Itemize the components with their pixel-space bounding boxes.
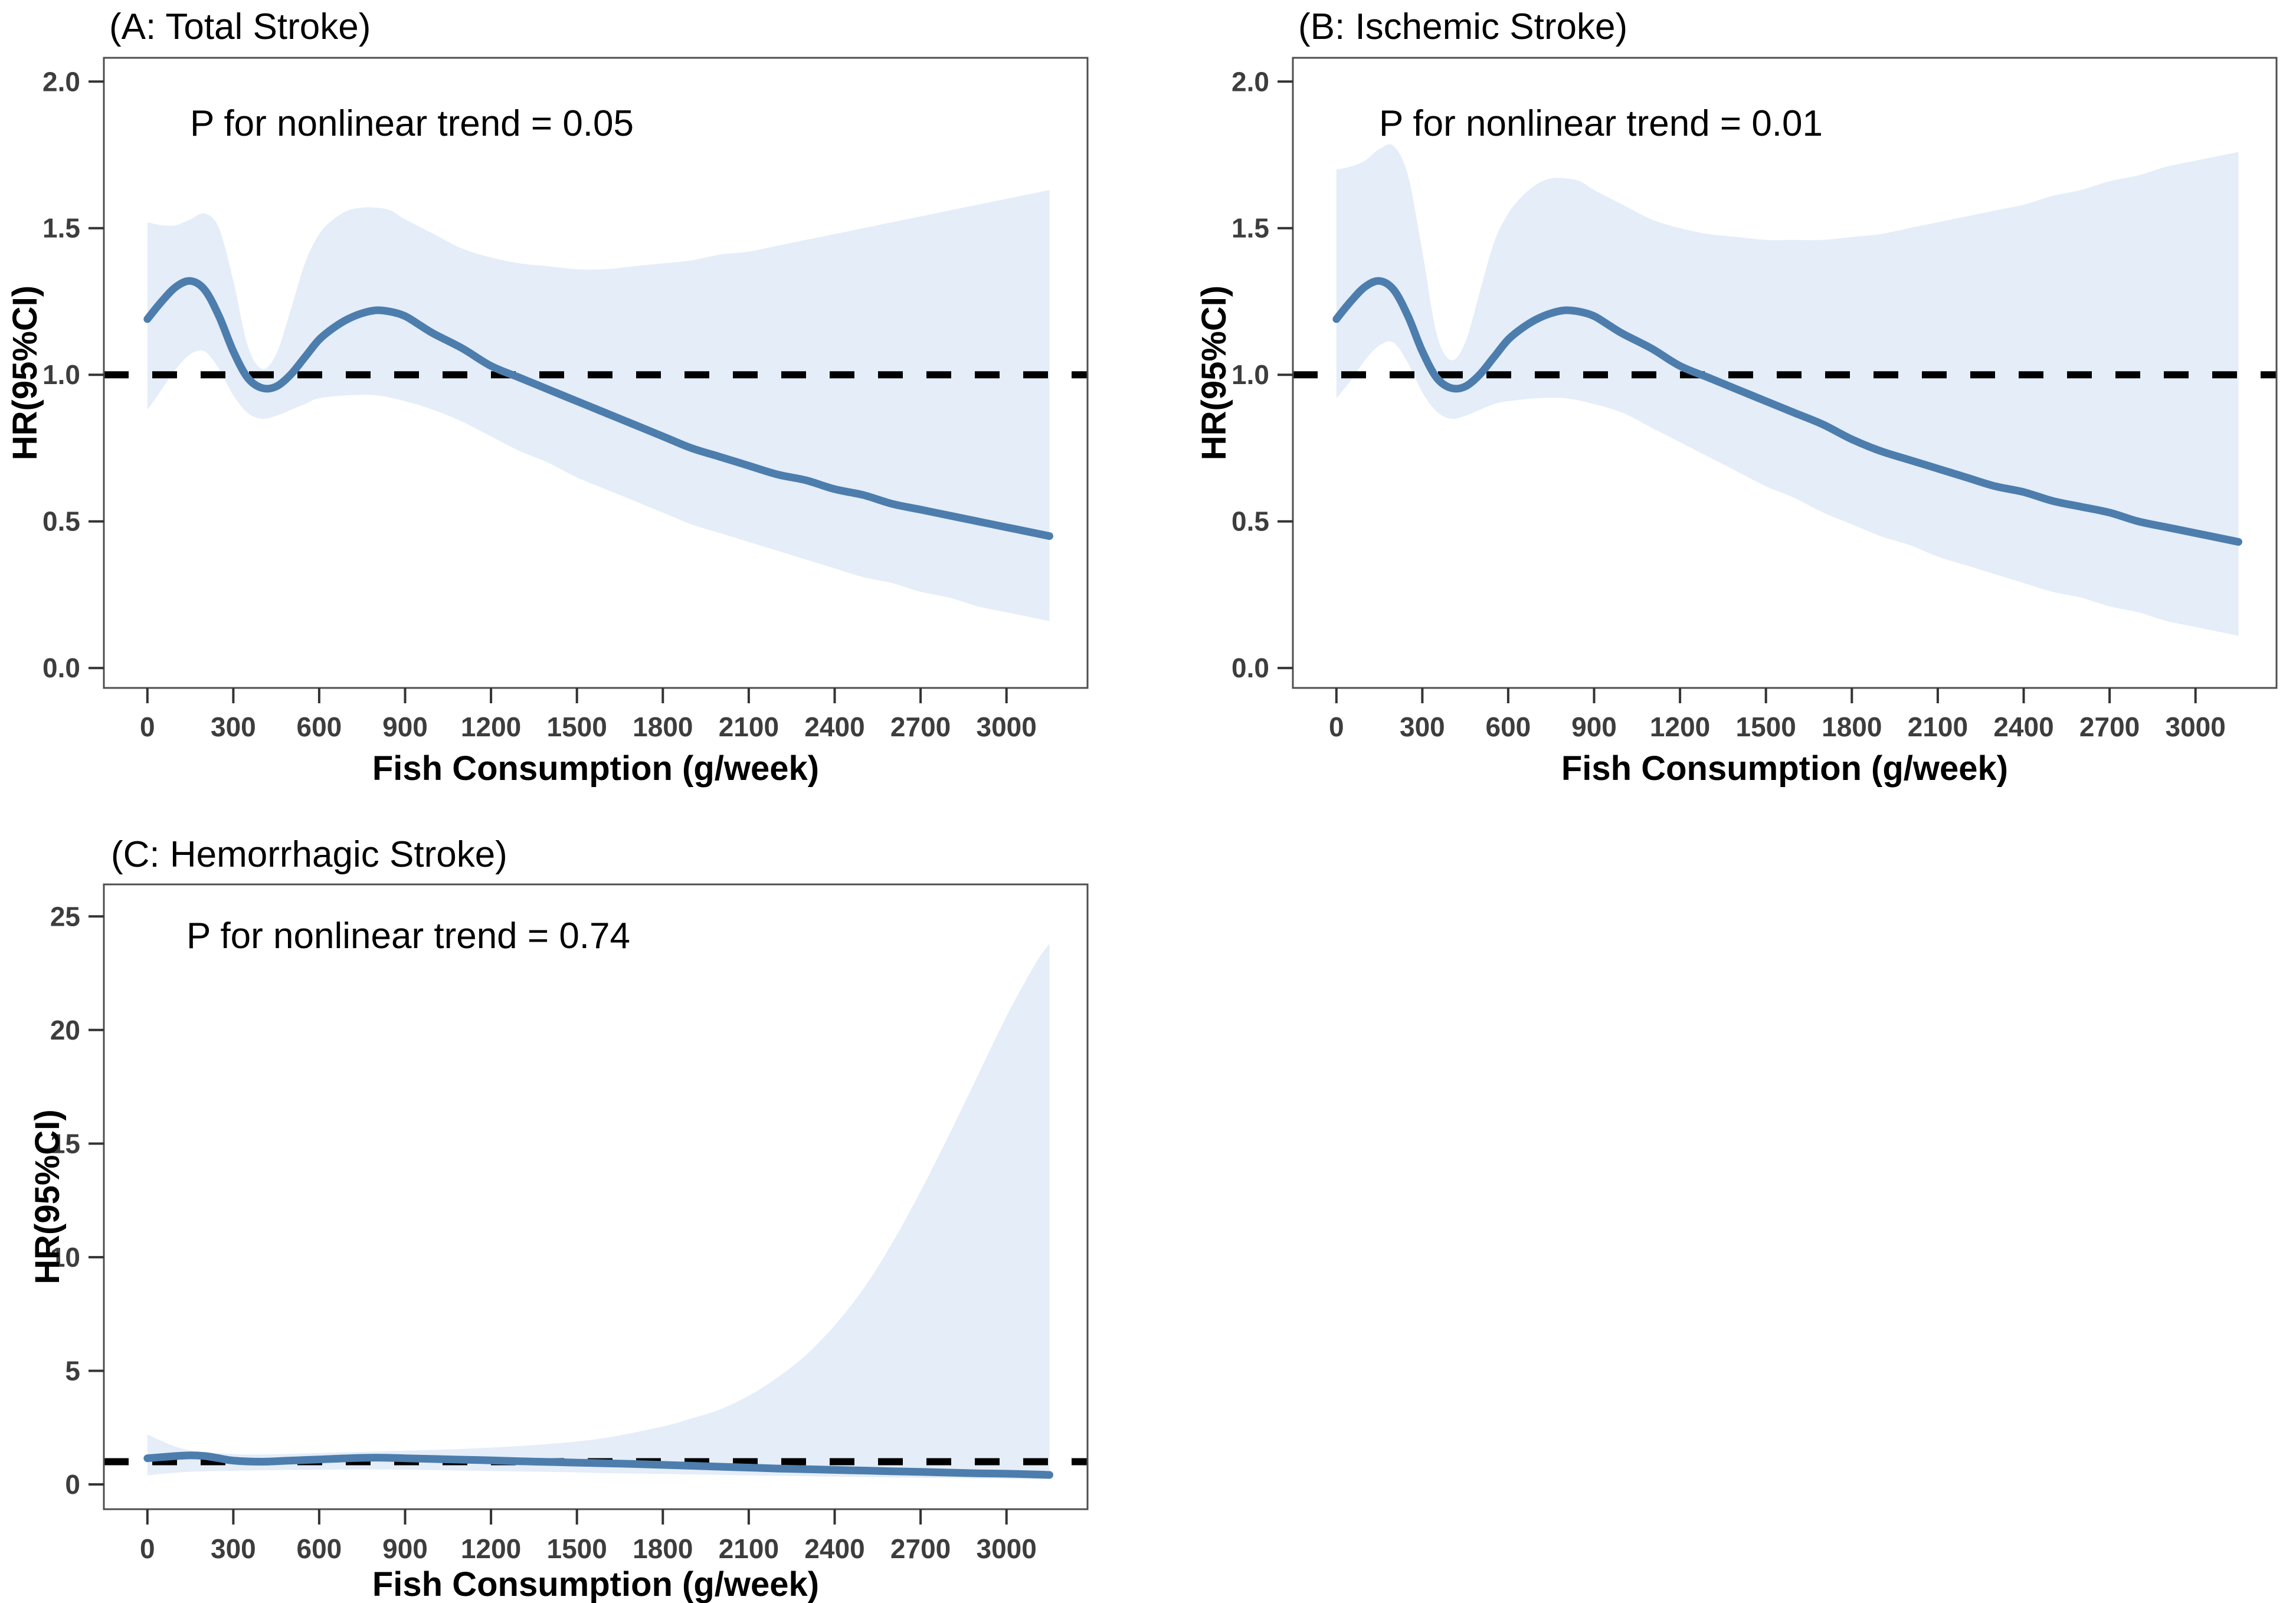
x-tick-label: 0 [1329,712,1344,742]
y-tick-label: 15 [50,1128,80,1159]
x-tick-label: 3000 [2166,712,2226,742]
y-tick-label: 20 [50,1015,80,1045]
x-tick-label: 600 [1486,712,1531,742]
x-tick-label: 3000 [977,712,1037,742]
x-axis: 0 300 600 900 1200 1500 1800 2100 2400 2700 3000 Fi… [140,1509,1037,1603]
x-tick-label: 300 [1400,712,1445,742]
y-axis: 2.0 1.5 1.0 0.5 0.0 HR(95%CI) [6,66,104,683]
x-axis: 0 300 600 900 1200 1500 1800 2100 2400 2700 3000 Fi… [140,688,1037,788]
p-value-annotation: P for nonlinear trend = 0.01 [1379,103,1823,144]
y-axis-title: HR(95%CI) [28,1109,67,1284]
hr-curve [143,1451,1053,1479]
y-tick-label: 10 [50,1242,80,1273]
x-tick-label: 2700 [890,1533,951,1564]
y-axis-title: HR(95%CI) [6,286,44,461]
y-tick-label: 0 [65,1469,80,1500]
hr-curve [1332,277,2242,546]
x-tick-label: 600 [297,1533,342,1564]
y-tick-label: 1.5 [1231,213,1269,244]
y-tick-label: 1.5 [42,213,80,244]
x-tick-label: 1800 [1822,712,1882,742]
x-axis: 0 300 600 900 1200 1500 1800 2100 2400 2700 3000 Fi… [1329,688,2226,788]
ci-band [147,943,1050,1480]
panel-title: (B: Ischemic Stroke) [1298,6,1628,47]
spline-plot-hemorrhagic-stroke: 0 300 600 900 1200 1500 1800 2100 2400 2700 3000 Fi… [28,883,1089,1603]
panel-total-stroke: (A: Total Stroke) P for nonlinear trend … [0,0,1148,801]
p-value-annotation: P for nonlinear trend = 0.05 [190,103,634,144]
y-tick-label: 5 [65,1356,80,1386]
y-tick-label: 1.0 [42,359,80,390]
x-tick-label: 2100 [719,1533,779,1564]
x-tick-label: 1500 [547,712,607,742]
x-tick-label: 2100 [719,712,779,742]
y-axis: 2.0 1.5 1.0 0.5 0.0 HR(95%CI) [1195,66,1293,683]
y-tick-label: 0.0 [1231,653,1269,683]
x-tick-label: 2700 [890,712,951,742]
x-tick-label: 1800 [633,1533,693,1564]
panel-title: (A: Total Stroke) [109,6,371,47]
x-tick-label: 1500 [1736,712,1796,742]
panel-ischemic-stroke: (B: Ischemic Stroke) P for nonlinear tre… [1148,0,2296,801]
x-tick-label: 1200 [461,712,521,742]
p-value-annotation: P for nonlinear trend = 0.74 [186,916,630,956]
x-tick-label: 2700 [2079,712,2140,742]
x-tick-label: 900 [1571,712,1617,742]
x-tick-label: 2400 [804,1533,864,1564]
plot-border [103,57,1089,689]
x-tick-label: 600 [297,712,342,742]
panel-title: (C: Hemorrhagic Stroke) [111,834,507,875]
x-tick-label: 1200 [1650,712,1710,742]
plot-border [103,883,1089,1510]
y-tick-label: 2.0 [42,66,80,97]
plot-border [1292,57,2278,689]
x-tick-label: 2400 [1993,712,2053,742]
x-tick-label: 900 [382,712,428,742]
ci-band [147,190,1050,621]
y-tick-label: 0.5 [1231,506,1269,537]
y-axis-title: HR(95%CI) [1195,286,1233,461]
y-axis: 25 20 15 10 5 0 HR(95%CI) [28,901,104,1500]
x-axis-title: Fish Consumption (g/week) [1561,749,2008,788]
hr-curve [143,277,1053,540]
x-tick-label: 2100 [1908,712,1968,742]
y-tick-label: 1.0 [1231,359,1269,390]
spline-plot-ischemic-stroke: 0 300 600 900 1200 1500 1800 2100 2400 2700 3000 Fi… [1195,57,2278,788]
x-tick-label: 0 [140,712,155,742]
y-tick-label: 25 [50,901,80,932]
x-tick-label: 900 [382,1533,428,1564]
x-tick-label: 0 [140,1533,155,1564]
x-tick-label: 2400 [804,712,864,742]
x-tick-label: 1800 [633,712,693,742]
spline-plot-total-stroke: 0 300 600 900 1200 1500 1800 2100 2400 2700 3000 Fi… [6,57,1089,788]
x-tick-label: 3000 [977,1533,1037,1564]
ci-band [1336,144,2239,636]
y-tick-label: 0.5 [42,506,80,537]
y-tick-label: 0.0 [42,653,80,683]
x-tick-label: 1200 [461,1533,521,1564]
x-tick-label: 300 [211,712,256,742]
x-tick-label: 300 [211,1533,256,1564]
x-tick-label: 1500 [547,1533,607,1564]
y-tick-label: 2.0 [1231,66,1269,97]
panel-hemorrhagic-stroke: (C: Hemorrhagic Stroke) P for nonlinear … [0,802,1148,1603]
x-axis-title: Fish Consumption (g/week) [372,1565,819,1603]
x-axis-title: Fish Consumption (g/week) [372,749,819,788]
